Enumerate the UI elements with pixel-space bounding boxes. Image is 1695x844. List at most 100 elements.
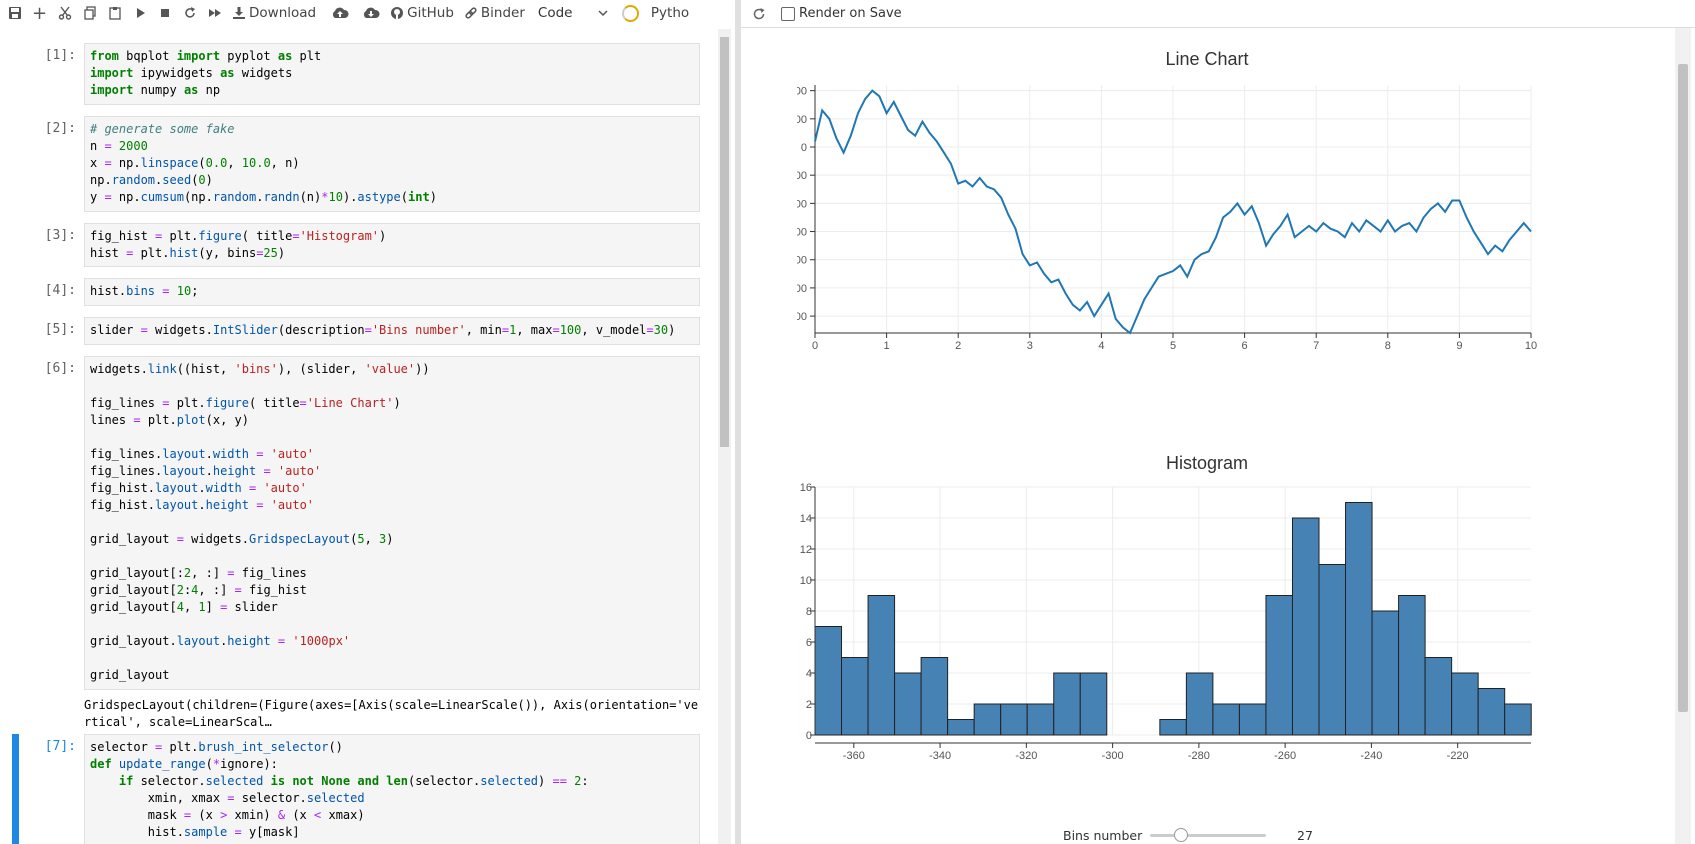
y-tick-label: -400: [797, 255, 807, 267]
cell-prompt: [7]:: [44, 739, 76, 754]
histogram-bar: [1345, 502, 1373, 736]
y-tick-label: 14: [800, 513, 812, 525]
kernel-status-icon: [621, 4, 639, 22]
histogram-bar: [1212, 703, 1240, 736]
histogram-bar: [1265, 595, 1293, 736]
cell-editor[interactable]: fig_hist = plt.figure( title='Histogram'…: [84, 223, 700, 267]
cell-editor[interactable]: # generate some fake n = 2000 x = np.lin…: [84, 116, 700, 212]
y-tick-label: 8: [806, 606, 812, 618]
y-tick-label: 200: [797, 86, 807, 98]
histogram-bar: [947, 719, 975, 736]
x-tick-label: 3: [1027, 340, 1033, 352]
binder-label: Binder: [480, 5, 525, 21]
add-cell-icon[interactable]: +: [31, 2, 48, 24]
x-tick-label: -300: [1102, 750, 1124, 762]
notebook-scrollbar[interactable]: [718, 29, 731, 844]
x-tick-label: -240: [1360, 750, 1382, 762]
x-tick-label: -260: [1274, 750, 1296, 762]
y-tick-label: 100: [797, 114, 807, 126]
line-chart[interactable]: Line Chart 0 1 2 3 4 5 6 7 8 9 10 200 100 0 -100 -200 -3…: [797, 45, 1597, 405]
cell-prompt: [5]:: [44, 322, 76, 337]
scrollbar-thumb[interactable]: [1678, 64, 1688, 712]
restart-icon[interactable]: [177, 1, 202, 25]
histogram-bar: [1398, 595, 1426, 736]
histogram-chart[interactable]: Histogram -360 -340 -320 -300 -280 -260 -240 -2…: [797, 445, 1597, 775]
y-tick-label: 0: [806, 730, 812, 742]
y-tick-label: -200: [797, 198, 807, 210]
histogram-bar: [1159, 719, 1187, 736]
histogram-bar: [841, 657, 869, 736]
chart-title: Histogram: [1166, 453, 1248, 473]
github-button[interactable]: GitHub: [389, 1, 455, 25]
cell-prompt: [3]:: [44, 228, 76, 243]
x-tick-label: 7: [1313, 340, 1319, 352]
cloud-download-icon[interactable]: [358, 1, 383, 25]
code-text: slider = widgets.IntSlider(description='…: [90, 323, 676, 337]
slider-handle[interactable]: [1174, 828, 1189, 842]
cell-editor[interactable]: hist.bins = 10;: [84, 278, 700, 306]
save-icon[interactable]: [2, 1, 27, 25]
bins-slider-widget: Bins number 27: [1063, 828, 1323, 844]
x-tick-label: -340: [929, 750, 951, 762]
histogram-bar: [1000, 703, 1028, 736]
cell-prompt: [6]:: [44, 361, 76, 376]
x-tick-label: 9: [1456, 340, 1462, 352]
y-tick-label: -600: [797, 311, 807, 323]
histogram-bar: [920, 657, 949, 736]
cut-icon[interactable]: [52, 1, 77, 25]
download-label: Download: [249, 5, 317, 21]
cell-editor[interactable]: from bqplot import pyplot as plt import …: [84, 43, 700, 105]
histogram-bar: [1504, 703, 1532, 736]
y-tick-label: 4: [806, 668, 812, 680]
download-icon: [233, 7, 245, 19]
histogram-bar: [1053, 672, 1081, 736]
x-tick-label: 8: [1385, 340, 1391, 352]
x-tick-label: 2: [955, 340, 961, 352]
download-button[interactable]: Download: [231, 1, 317, 25]
kernel-name[interactable]: Pytho: [650, 5, 690, 21]
cell-editor[interactable]: slider = widgets.IntSlider(description='…: [84, 317, 700, 345]
scrollbar-thumb[interactable]: [720, 37, 729, 447]
binder-button[interactable]: Binder: [463, 1, 526, 25]
x-tick-label: 5: [1170, 340, 1176, 352]
refresh-icon[interactable]: [747, 2, 771, 26]
chevron-down-icon: [598, 10, 608, 17]
link-icon: [465, 7, 477, 19]
histogram-bar: [1477, 688, 1506, 736]
render-on-save-checkbox[interactable]: [781, 6, 795, 21]
cloud-upload-icon[interactable]: [327, 1, 352, 25]
histogram-bar: [1238, 703, 1267, 736]
cell-editor[interactable]: selector = plt.brush_int_selector() def …: [84, 734, 700, 844]
copy-icon[interactable]: [77, 1, 102, 25]
notebook-pane: + Download: [0, 0, 735, 844]
histogram-bar: [973, 703, 1002, 736]
slider-track[interactable]: [1150, 834, 1266, 837]
paste-icon[interactable]: [102, 1, 127, 25]
y-tick-label: 2: [806, 699, 812, 711]
x-tick-label: 6: [1242, 340, 1248, 352]
x-tick-label: 1: [884, 340, 890, 352]
x-tick-label: -320: [1015, 750, 1037, 762]
histogram-bar: [1079, 672, 1108, 736]
pane-divider[interactable]: [735, 0, 741, 844]
x-tick-label: 4: [1098, 340, 1104, 352]
chart-title: Line Chart: [1165, 49, 1248, 69]
cell-prompt: [2]:: [44, 121, 76, 136]
code-text: hist.bins = 10;: [90, 284, 199, 298]
fast-forward-icon[interactable]: [202, 1, 227, 25]
histogram-bar: [1026, 703, 1055, 736]
histogram-bar: [894, 672, 922, 736]
run-icon[interactable]: [127, 1, 152, 25]
slider-description: Bins number: [1063, 828, 1143, 843]
preview-scrollbar[interactable]: [1675, 28, 1691, 844]
y-tick-label: -300: [797, 227, 807, 239]
x-tick-label: -280: [1188, 750, 1210, 762]
cell-editor[interactable]: widgets.link((hist, 'bins'), (slider, 'v…: [84, 356, 700, 690]
cell-type-select[interactable]: Code: [538, 5, 608, 21]
histogram-bar: [1451, 672, 1479, 736]
stop-icon[interactable]: [152, 1, 177, 25]
histogram-bar: [1318, 564, 1347, 736]
y-tick-label: -100: [797, 170, 807, 182]
y-tick-label: -500: [797, 283, 807, 295]
x-tick-label: -360: [843, 750, 865, 762]
